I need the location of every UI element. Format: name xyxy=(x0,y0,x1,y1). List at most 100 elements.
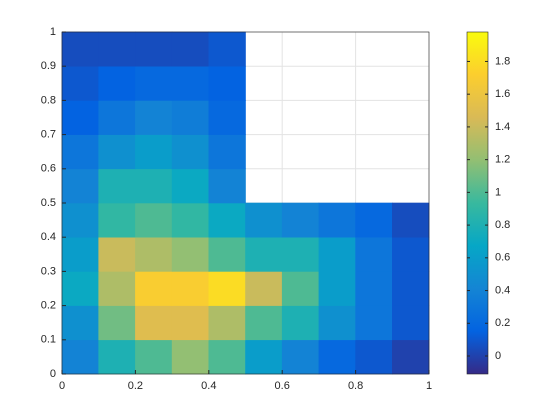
cell xyxy=(355,202,393,238)
cell xyxy=(208,305,246,341)
y-tick-label: 0.5 xyxy=(41,197,56,209)
cell xyxy=(245,305,283,341)
cell xyxy=(171,236,210,272)
y-tick-label: 0.6 xyxy=(41,163,56,175)
cell xyxy=(98,168,136,204)
cell xyxy=(171,271,210,306)
cell xyxy=(208,202,246,238)
cell xyxy=(61,65,99,101)
cell xyxy=(281,236,320,272)
cell xyxy=(171,100,210,135)
colorbar-tick-label: 0.8 xyxy=(495,219,510,231)
cell xyxy=(171,305,210,341)
cell xyxy=(61,271,99,306)
colorbar xyxy=(466,31,489,375)
cell xyxy=(392,271,430,306)
cell xyxy=(98,202,136,238)
cell xyxy=(98,100,136,135)
cell xyxy=(208,100,246,135)
cell xyxy=(135,271,173,306)
cell xyxy=(135,100,173,135)
cell xyxy=(355,271,393,306)
x-tick-label: 0.8 xyxy=(348,380,363,392)
cell xyxy=(135,202,173,238)
x-tick-label: 1 xyxy=(426,380,432,392)
y-tick-label: 0.7 xyxy=(41,129,56,141)
cell xyxy=(392,236,430,272)
cell xyxy=(135,31,173,67)
cell xyxy=(281,305,320,341)
cell xyxy=(392,339,430,375)
colorbar-tick-label: 0.4 xyxy=(495,284,510,296)
cell xyxy=(392,202,430,238)
cell xyxy=(208,168,246,204)
y-tick-label: 1 xyxy=(50,26,56,38)
cell xyxy=(135,65,173,101)
x-tick-label: 0 xyxy=(59,380,65,392)
cell xyxy=(135,236,173,272)
y-tick-label: 0 xyxy=(50,368,56,380)
cell xyxy=(135,134,173,170)
cell xyxy=(61,305,99,341)
colorbar-tick-label: 0 xyxy=(495,350,501,362)
cell xyxy=(171,339,210,375)
cell xyxy=(245,339,283,375)
x-tick-label: 0.4 xyxy=(201,380,216,392)
cell xyxy=(208,134,246,170)
cell xyxy=(171,65,210,101)
y-tick-label: 0.9 xyxy=(41,60,56,72)
cell xyxy=(355,305,393,341)
cell xyxy=(98,65,136,101)
cell xyxy=(61,31,99,67)
colorbar-tick-label: 1 xyxy=(495,186,501,198)
cell xyxy=(171,168,210,204)
x-tick-label: 0.6 xyxy=(275,380,290,392)
cell xyxy=(318,305,356,341)
cell xyxy=(208,236,246,272)
cell xyxy=(98,134,136,170)
colorbar-tick-label: 1.8 xyxy=(495,55,510,67)
cell xyxy=(208,271,246,306)
cell xyxy=(98,339,136,375)
colorbar-tick-label: 0.2 xyxy=(495,317,510,329)
cell xyxy=(98,271,136,306)
cell xyxy=(245,271,283,306)
cell xyxy=(318,339,356,375)
cell xyxy=(318,271,356,306)
y-tick-label: 0.4 xyxy=(41,231,56,243)
y-tick-label: 0.1 xyxy=(41,334,56,346)
cell xyxy=(355,236,393,272)
x-tick-label: 0.2 xyxy=(128,380,143,392)
cell xyxy=(171,134,210,170)
cell xyxy=(61,236,99,272)
colorbar-tick-label: 0.6 xyxy=(495,252,510,264)
cell xyxy=(61,202,99,238)
cell xyxy=(281,339,320,375)
cell xyxy=(208,31,246,67)
cell xyxy=(98,305,136,341)
cell xyxy=(245,236,283,272)
cell xyxy=(171,31,210,67)
cell xyxy=(171,202,210,238)
y-tick-label: 0.2 xyxy=(41,300,56,312)
cell xyxy=(61,100,99,135)
cell xyxy=(208,65,246,101)
cell xyxy=(61,168,99,204)
cell xyxy=(281,271,320,306)
cell xyxy=(61,134,99,170)
colorbar-tick-label: 1.6 xyxy=(495,88,510,100)
cell xyxy=(98,31,136,67)
cell xyxy=(135,339,173,375)
cell xyxy=(392,305,430,341)
cell xyxy=(135,305,173,341)
y-tick-label: 0.8 xyxy=(41,94,56,106)
cell xyxy=(61,339,99,375)
cell xyxy=(318,202,356,238)
colorbar-tick-label: 1.4 xyxy=(495,121,510,133)
cell xyxy=(208,339,246,375)
cell xyxy=(281,202,320,238)
cell xyxy=(98,236,136,272)
colorbar-tick-label: 1.2 xyxy=(495,154,510,166)
cell xyxy=(355,339,393,375)
